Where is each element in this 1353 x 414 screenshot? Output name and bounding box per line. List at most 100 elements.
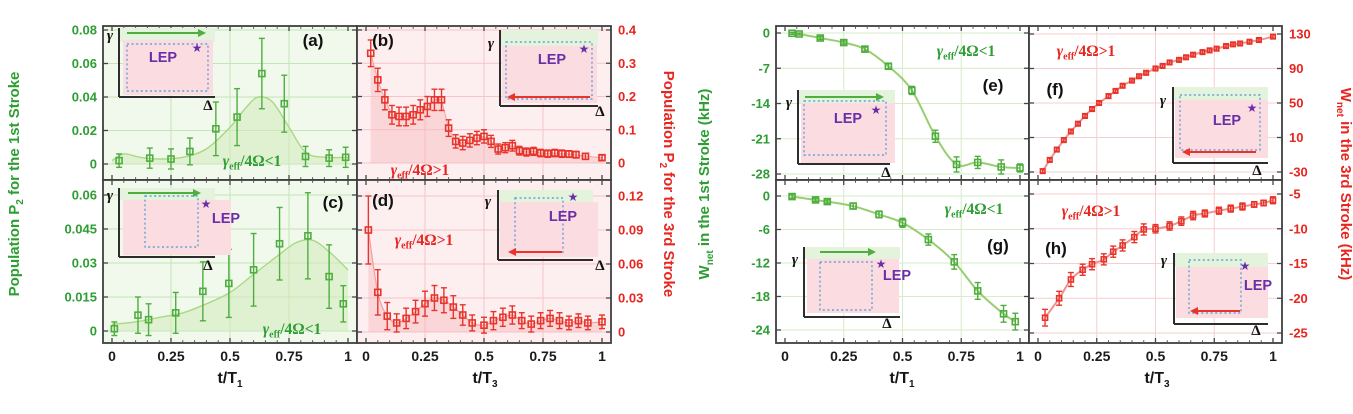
data-marker bbox=[1140, 226, 1148, 233]
condition-subscript: eff bbox=[1063, 52, 1075, 63]
inset-delta-label: Δ bbox=[203, 258, 213, 274]
data-marker bbox=[555, 316, 564, 325]
condition-subscript: eff bbox=[401, 241, 413, 252]
data-marker bbox=[437, 96, 446, 104]
x-tick-label: 0 bbox=[362, 348, 370, 364]
data-marker bbox=[388, 110, 396, 119]
data-marker bbox=[1119, 242, 1126, 249]
axis-title-text: for the 1st Stroke bbox=[6, 71, 23, 200]
data-marker bbox=[501, 143, 510, 152]
data-marker bbox=[508, 141, 517, 150]
y-tick-label: -25 bbox=[1289, 326, 1308, 341]
data-marker bbox=[816, 34, 825, 42]
data-marker bbox=[1199, 49, 1206, 56]
inset-delta-label: Δ bbox=[203, 98, 213, 114]
inset-pink-region bbox=[1176, 267, 1268, 318]
data-marker bbox=[1041, 314, 1049, 322]
y-tick-label: 0.02 bbox=[72, 123, 97, 138]
data-marker bbox=[1079, 266, 1086, 274]
data-marker bbox=[931, 132, 940, 141]
guide-curve bbox=[111, 96, 349, 162]
y-tick-label: -7 bbox=[758, 61, 770, 76]
x-axis-title-t-T1-right-figure: t/T1 bbox=[889, 370, 914, 390]
data-marker bbox=[1230, 41, 1237, 48]
data-marker bbox=[145, 154, 154, 162]
inset-gamma-label: γ bbox=[488, 36, 495, 52]
panel-b: 0.40.30.20.10(b)γeff/4Ω>1γΔ★LEP bbox=[356, 23, 637, 182]
y-tick-label: -28 bbox=[751, 167, 770, 182]
condition-label: γeff/4Ω>1 bbox=[1062, 203, 1121, 223]
data-marker bbox=[1178, 217, 1185, 225]
y-tick-label: 0.4 bbox=[618, 23, 637, 38]
x-tick-label: 0 bbox=[781, 348, 789, 364]
data-marker bbox=[1255, 36, 1262, 44]
inset-green-band bbox=[1173, 87, 1268, 100]
condition-rest: /4Ω>1 bbox=[1078, 203, 1120, 220]
inset-lep-star-icon: ★ bbox=[1247, 101, 1258, 115]
data-marker bbox=[480, 321, 488, 330]
y-tick-label: 0.03 bbox=[72, 256, 97, 271]
data-marker bbox=[1269, 33, 1277, 40]
axis-title-text: Population P bbox=[6, 204, 23, 297]
inset-delta-label: Δ bbox=[881, 165, 891, 181]
y-tick-label: -10 bbox=[1289, 221, 1308, 236]
inset-dotted-cycle-box bbox=[819, 261, 873, 311]
condition-gamma: γ bbox=[223, 153, 230, 170]
data-marker bbox=[110, 324, 119, 333]
data-marker bbox=[392, 319, 401, 327]
y-tick-label: -18 bbox=[751, 289, 770, 304]
inset-pink-region bbox=[123, 40, 213, 95]
inset-lep-star-icon: ★ bbox=[871, 103, 882, 117]
data-marker bbox=[598, 153, 606, 162]
y-tick-label: -14 bbox=[751, 96, 771, 111]
data-marker bbox=[584, 319, 592, 327]
data-marker bbox=[258, 69, 266, 78]
data-marker bbox=[999, 310, 1008, 318]
inset-lep-star-icon: ★ bbox=[192, 41, 203, 55]
area-fill bbox=[112, 239, 348, 331]
data-marker bbox=[1136, 73, 1143, 80]
x-axis-title-t-T3-left-figure: t/T3 bbox=[472, 370, 497, 390]
x-tick-label: 0.5 bbox=[220, 348, 240, 364]
guide-curve bbox=[111, 238, 349, 325]
inset-c: γ Δ ★LEP bbox=[107, 188, 240, 274]
y-tick-label: 0.1 bbox=[618, 122, 636, 137]
panel-letter: (e) bbox=[983, 76, 1004, 95]
data-marker bbox=[225, 279, 233, 288]
y-tick-label: 0.015 bbox=[64, 290, 97, 305]
data-marker bbox=[325, 272, 333, 281]
inset-dotted-cycle-box bbox=[1188, 259, 1242, 314]
data-marker bbox=[167, 155, 175, 163]
x-tick-label: 0.75 bbox=[529, 348, 556, 364]
y-tick-label: -15 bbox=[1289, 256, 1308, 271]
data-marker bbox=[480, 132, 488, 141]
y-tick-label: 10 bbox=[1289, 130, 1303, 145]
left-figure-right-y-axis-title: Population P2 for the 3rd Stroke bbox=[657, 71, 677, 297]
data-marker bbox=[973, 287, 982, 295]
data-marker bbox=[1166, 59, 1173, 66]
data-marker bbox=[421, 299, 429, 308]
y-tick-label: -20 bbox=[1289, 291, 1308, 306]
condition-subscript: eff bbox=[229, 162, 241, 173]
inset-dotted-cycle-box bbox=[505, 41, 593, 100]
condition-gamma: γ bbox=[937, 43, 944, 60]
data-marker bbox=[1055, 294, 1063, 302]
data-marker bbox=[449, 303, 458, 311]
y-tick-label: 0.06 bbox=[72, 188, 97, 203]
condition-subscript: eff bbox=[943, 52, 955, 63]
data-marker bbox=[325, 154, 333, 162]
data-marker bbox=[536, 316, 545, 325]
inset-g: γ Δ ★LEP bbox=[792, 247, 911, 332]
data-marker bbox=[973, 158, 982, 167]
data-marker bbox=[451, 137, 460, 146]
inset-pink-region bbox=[1175, 100, 1268, 158]
x-tick-label: 0.5 bbox=[893, 348, 913, 364]
x-axis-subscript: 3 bbox=[491, 379, 498, 390]
data-marker bbox=[402, 112, 410, 121]
y-tick-label: -30 bbox=[1289, 165, 1308, 180]
panel-g: 0-6-12-18-240 0.25 0.5 0.75 1(g)γeff/4Ω<1γΔ★… bbox=[751, 179, 1030, 364]
x-tick-label: 0.25 bbox=[830, 348, 857, 364]
data-marker bbox=[508, 311, 517, 319]
data-marker bbox=[301, 152, 310, 161]
